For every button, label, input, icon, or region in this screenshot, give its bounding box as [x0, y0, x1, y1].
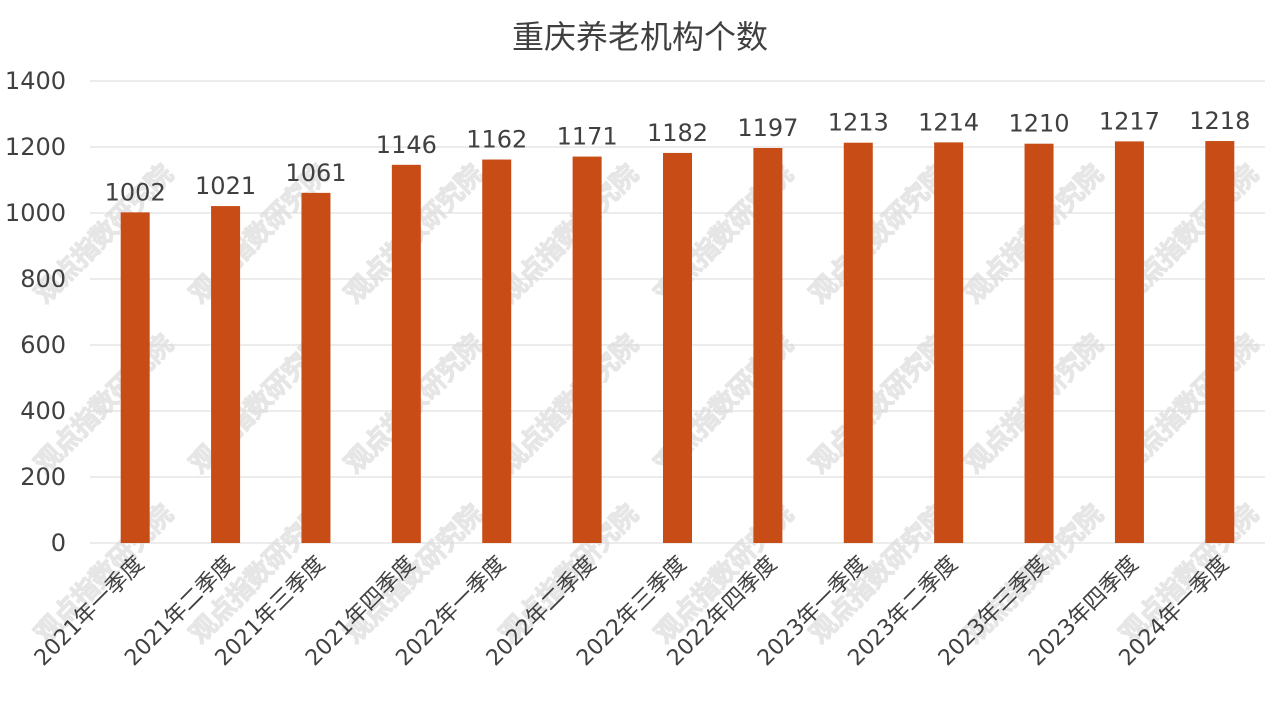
data-label: 1210 — [1008, 110, 1069, 138]
data-label: 1002 — [105, 178, 166, 206]
data-label: 1213 — [828, 109, 889, 137]
y-tick-label: 1000 — [5, 199, 66, 227]
y-tick-label: 600 — [20, 331, 66, 359]
bar — [120, 212, 150, 543]
y-tick-label: 1400 — [5, 67, 66, 95]
data-label: 1171 — [557, 123, 618, 151]
data-label: 1162 — [466, 126, 527, 154]
y-tick-label: 800 — [20, 265, 66, 293]
bar — [843, 142, 873, 543]
data-label: 1182 — [647, 119, 708, 147]
data-label: 1146 — [376, 131, 437, 159]
data-labels: 1002 1021 1061 1146 1162 1171 1182 1197 1213 1214… — [105, 107, 1251, 206]
data-label: 1214 — [918, 108, 979, 136]
data-label: 1061 — [285, 159, 346, 187]
data-label: 1021 — [195, 172, 256, 200]
bar — [934, 142, 964, 543]
bar — [663, 152, 692, 543]
bar — [391, 164, 421, 543]
watermark-text: 观点指数研究院 — [804, 329, 955, 480]
y-tick-label: 0 — [51, 529, 66, 557]
bar — [753, 147, 783, 544]
y-tick-label: 200 — [20, 463, 66, 491]
bar — [1205, 141, 1235, 543]
data-label: 1218 — [1189, 107, 1250, 135]
watermark-text: 观点指数研究院 — [494, 159, 645, 310]
bar — [211, 206, 241, 543]
data-label: 1197 — [737, 114, 798, 142]
y-axis-ticks: 0 200 400 600 800 1000 1200 1400 — [5, 67, 66, 557]
bar — [572, 156, 602, 543]
bar — [482, 159, 512, 544]
bars — [120, 141, 1235, 544]
bar — [301, 192, 331, 543]
watermark-text: 观点指数研究院 — [494, 329, 645, 480]
bar — [1024, 143, 1054, 543]
y-tick-label: 400 — [20, 397, 66, 425]
watermark-text: 观点指数研究院 — [804, 159, 955, 310]
bar — [1114, 141, 1144, 543]
chart-title: 重庆养老机构个数 — [512, 18, 768, 56]
data-label: 1217 — [1099, 107, 1160, 135]
y-tick-label: 1200 — [5, 133, 66, 161]
